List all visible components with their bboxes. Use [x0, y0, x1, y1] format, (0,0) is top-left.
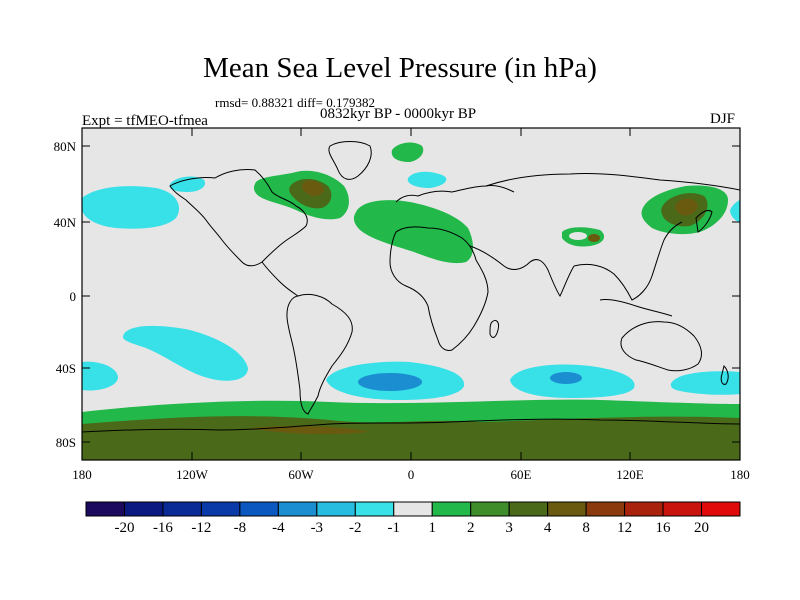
coast-southeast-asia [573, 221, 683, 301]
colorbar-tick-label: -12 [191, 520, 212, 536]
coast-japan [695, 209, 713, 233]
colorbar-tick-label: 3 [505, 520, 513, 536]
south-pacific-east-cyan [670, 371, 740, 395]
colorbar-swatch [239, 501, 279, 517]
south-pacific-west-cyan [82, 361, 118, 391]
arctic-green [391, 142, 424, 162]
season-label: DJF [710, 111, 736, 127]
lon-ticks [81, 128, 631, 460]
colorbar-swatch [393, 501, 433, 517]
east-pacific-cyan [730, 200, 740, 222]
coast-greenland [328, 141, 372, 180]
lon-label-180w: 180 [72, 467, 92, 482]
lat-label-80n: 80N [53, 139, 76, 154]
colorbar-tick-label: -2 [349, 520, 362, 536]
coast-antarctica [82, 418, 740, 433]
colorbar-swatch [470, 501, 510, 517]
colorbar-swatch [354, 501, 395, 517]
arctic-cyan [407, 171, 447, 188]
lon-label-60e: 60E [510, 467, 532, 482]
lon-label-0: 0 [407, 467, 415, 482]
map-title: Mean Sea Level Pressure (in hPa) [203, 52, 597, 84]
colorbar-tick-label: 20 [694, 520, 710, 536]
north-pacific-cyan-2 [169, 176, 206, 192]
coast-madagascar [489, 319, 499, 338]
experiment-label: Expt = tfMEO-tfmea [82, 113, 208, 129]
coast-arabia-india [469, 245, 575, 297]
colorbar-swatch [277, 501, 318, 517]
colorbar-tick-label: -3 [310, 520, 324, 536]
colorbar-swatch [508, 501, 549, 517]
lat-label-40n: 40N [53, 215, 76, 230]
coast-north-america [169, 169, 308, 267]
colorbar-tick-label: 1 [428, 520, 436, 536]
colorbar-tick-label: 12 [617, 520, 633, 536]
colorbar-tick-label: 16 [655, 520, 671, 536]
coast-australia [620, 321, 702, 372]
colorbar-swatch [162, 501, 202, 517]
lon-label-120w: 120W [176, 467, 208, 482]
colorbar-tick-label: -4 [272, 520, 285, 536]
lon-label-120e: 120E [616, 467, 644, 482]
central-asia-brown [588, 234, 600, 242]
colorbar-swatch [585, 501, 626, 517]
colorbar-swatch [547, 501, 587, 517]
colorbar-swatch [431, 501, 472, 517]
north-pacific-cyan [82, 186, 180, 229]
colorbar [85, 501, 741, 517]
colorbar-tick-label: 4 [543, 520, 552, 536]
coast-indonesia [599, 299, 673, 317]
coast-south-america [286, 293, 353, 415]
asia-brown [675, 198, 698, 216]
europe-green [353, 200, 473, 264]
central-asia-gap [569, 232, 587, 240]
period-label: 0832kyr BP - 0000kyr BP [320, 106, 477, 122]
coast-africa [389, 226, 489, 351]
colorbar-swatch [316, 501, 356, 517]
coast-europe [395, 185, 515, 203]
coast-asia [485, 172, 740, 191]
lat-ticks [82, 145, 740, 443]
lon-label-60w: 60W [288, 467, 314, 482]
south-atlantic-blue [358, 373, 422, 391]
lat-label-40s: 40S [55, 361, 76, 376]
colorbar-tick-label: -8 [233, 520, 247, 536]
colorbar-tick-label: 2 [466, 520, 475, 536]
colorbar-swatch [701, 501, 741, 517]
south-indian-blue [550, 372, 582, 384]
coast-new-zealand [720, 365, 729, 385]
colorbar-swatch [200, 501, 241, 517]
north-america-brown [301, 180, 324, 197]
coastlines [82, 141, 740, 433]
southern-band-olive [82, 416, 740, 460]
colorbar-tick-label: -16 [152, 520, 173, 536]
colorbar-swatch [624, 501, 664, 517]
colorbar-swatch [662, 501, 703, 517]
colorbar-swatch [123, 501, 164, 517]
south-pacific-cyan [122, 325, 248, 381]
colorbar-tick-label: 8 [582, 520, 590, 536]
coast-central-america [261, 261, 299, 297]
colorbar-swatch [85, 501, 125, 517]
lon-label-180e: 180 [730, 467, 750, 482]
colorbar-tick-label: -20 [114, 520, 135, 536]
lat-label-0: 0 [69, 289, 77, 304]
stats-label: rmsd= 0.88321 diff= 0.179382 [215, 95, 375, 110]
map-plot-area [82, 128, 740, 460]
lat-label-80s: 80S [55, 435, 76, 450]
colorbar-tick-label: -1 [387, 520, 401, 536]
